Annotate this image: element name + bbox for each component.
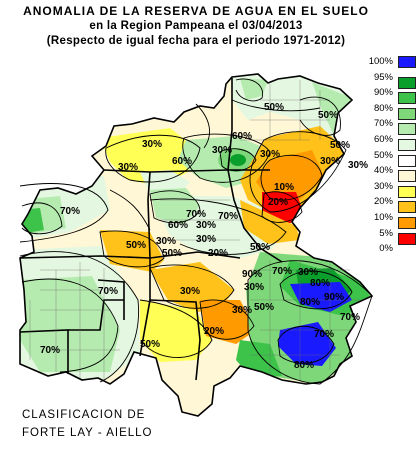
contour-label: 90% [242, 269, 262, 280]
legend-label: 0% [379, 243, 393, 255]
contour-label: 80% [310, 278, 330, 289]
contour-label: 30% [260, 149, 280, 160]
contour-label: 70% [40, 345, 60, 356]
legend-swatch [398, 185, 416, 198]
legend-label: 80% [373, 102, 393, 114]
legend-row: 95% [365, 71, 420, 89]
legend-swatch [398, 107, 416, 120]
contour-label: 70% [314, 329, 334, 340]
credit-line-1: CLASIFICACION DE [22, 409, 146, 421]
contour-label: 20% [204, 326, 224, 337]
department-lines [29, 80, 360, 384]
legend-row: 10% [365, 212, 420, 229]
legend-row: 20% [365, 196, 420, 214]
legend-swatch [398, 201, 416, 214]
legend-row: 60% [365, 134, 420, 151]
legend-label: 40% [373, 165, 393, 177]
contour-label: 20% [208, 248, 228, 259]
legend-row: 50% [365, 149, 420, 167]
legend-label: 70% [373, 118, 393, 130]
contour-label: 70% [186, 209, 206, 220]
legend-row: 100% [365, 56, 420, 68]
contour-label: 70% [98, 286, 118, 297]
legend-swatch [398, 76, 416, 89]
contour-label: 50% [162, 248, 182, 259]
contour-label: 90% [324, 292, 344, 303]
contour-label: 30% [298, 267, 318, 278]
contour-label: 50% [264, 102, 284, 113]
contour-label: 70% [218, 211, 238, 222]
legend-swatch [398, 217, 416, 229]
map-title: ANOMALIA DE LA RESERVA DE AGUA EN EL SUE… [23, 4, 369, 18]
legend-label: 60% [373, 134, 393, 145]
legend-row: 40% [365, 165, 420, 183]
contour-label: 60% [168, 220, 188, 231]
contour-label: 30% [118, 162, 138, 173]
legend-swatch [398, 92, 416, 105]
contour-label: 50% [250, 242, 270, 253]
contour-label: 50% [330, 140, 350, 151]
legend-row: 5% [365, 227, 420, 245]
contour-label: 30% [156, 236, 176, 247]
contour-label: 30% [212, 145, 232, 156]
legend-swatch [398, 170, 416, 183]
legend-label: 30% [373, 180, 393, 192]
legend-row: 90% [365, 87, 420, 105]
contour-label: 60% [172, 156, 192, 167]
legend-label: 20% [373, 196, 393, 208]
legend-label: 50% [373, 149, 393, 161]
province-boundaries [19, 73, 374, 417]
legend-row: 30% [365, 180, 420, 198]
legend-label: 90% [373, 87, 393, 99]
legend-label: 10% [373, 212, 393, 223]
title-block: ANOMALIA DE LA RESERVA DE AGUA EN EL SUE… [0, 4, 392, 49]
map-subtitle-date: en la Region Pampeana el 03/04/2013 [89, 20, 303, 32]
credit-line-2: FORTE LAY - AIELLO [22, 427, 153, 439]
contour-label: 70% [340, 312, 360, 323]
legend-row: 80% [365, 102, 420, 120]
contour-label: 70% [60, 206, 80, 217]
legend-swatch [398, 154, 416, 167]
contour-label: 50% [318, 110, 338, 121]
contour-label: 50% [254, 302, 274, 313]
contour-label: 70% [272, 266, 292, 277]
legend-swatch [398, 56, 416, 68]
contour-label: 30% [244, 282, 264, 293]
legend-row: 70% [365, 118, 420, 136]
contour-label: 30% [320, 156, 340, 167]
contour-label: 30% [348, 160, 368, 171]
contour-label: 80% [300, 297, 320, 308]
legend-swatch [398, 139, 416, 151]
map-subtitle-period: (Respecto de igual fecha para el periodo… [46, 35, 346, 47]
contour-label: 30% [196, 234, 216, 245]
contour-label: 10% [274, 182, 294, 193]
contour-label: 30% [232, 305, 252, 316]
contour-label: 80% [294, 360, 314, 371]
legend-label: 100% [368, 56, 393, 67]
contour-label: 20% [268, 197, 288, 208]
contour-label: 60% [232, 131, 252, 142]
legend-swatch [398, 232, 416, 245]
contour-label: 30% [142, 139, 162, 150]
legend-swatch [398, 123, 416, 136]
legend-label: 5% [379, 227, 393, 239]
contour-label: 30% [196, 220, 216, 231]
contour-label: 50% [126, 240, 146, 251]
contour-label: 30% [180, 286, 200, 297]
contour-lines [19, 78, 373, 385]
contour-label-layer: 30%50%30%60%30%50%30%30%60%10%30%20%70% 7… [40, 102, 368, 371]
legend-label: 95% [373, 71, 393, 83]
legend-row: 0% [365, 243, 420, 254]
contour-label: 50% [140, 339, 160, 350]
